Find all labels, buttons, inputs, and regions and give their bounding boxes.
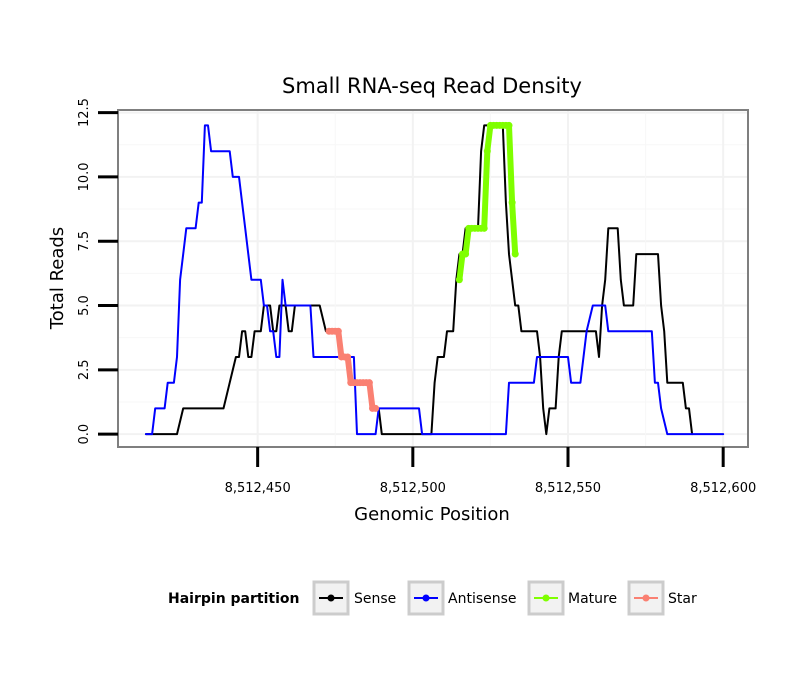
legend-item-antisense: Antisense [407, 580, 517, 616]
mature-point-8 [480, 224, 488, 232]
legend-label-antisense: Antisense [448, 591, 517, 607]
x-axis: 8,512,450 8,512,500 8,512,550 8,512,600 [225, 447, 756, 496]
x-tick-label-3: 8,512,600 [690, 481, 756, 496]
legend-key-dot-antisense [422, 594, 430, 602]
grid-lines [119, 111, 747, 446]
plot-panel [117, 109, 749, 448]
mature-point-2 [462, 250, 470, 258]
legend: Hairpin partition Sense Antisense Mature St… [168, 580, 697, 616]
legend-item-star: Star [627, 580, 697, 616]
mature-point-16 [505, 121, 513, 129]
y-tick-label-2: 5.0 [77, 295, 92, 316]
x-axis-title: Genomic Position [354, 504, 510, 525]
star-point-6 [344, 353, 352, 361]
mature-point-18 [511, 250, 519, 258]
x-tick-label-2: 8,512,550 [535, 481, 601, 496]
legend-item-mature: Mature [527, 580, 617, 616]
legend-label-star: Star [668, 591, 697, 607]
series-layer [144, 121, 725, 436]
antisense-series-line [144, 124, 725, 436]
y-axis: 0.0 2.5 5.0 7.5 10.0 12.5 [77, 98, 118, 444]
legend-key-dot-mature [542, 594, 550, 602]
chart-title: Small RNA-seq Read Density [282, 74, 582, 98]
x-tick-label-1: 8,512,500 [380, 481, 446, 496]
legend-item-sense: Sense [312, 580, 396, 616]
legend-label-mature: Mature [568, 591, 617, 607]
y-tick-label-3: 7.5 [77, 231, 92, 252]
y-tick-label-1: 2.5 [77, 359, 92, 380]
legend-label-sense: Sense [354, 591, 396, 607]
legend-title: Hairpin partition [168, 591, 299, 607]
star-point-15 [372, 404, 380, 412]
x-tick-label-0: 8,512,450 [225, 481, 291, 496]
y-tick-label-5: 12.5 [77, 98, 92, 127]
y-tick-label-4: 10.0 [77, 162, 92, 191]
y-axis-title: Total Reads [47, 227, 68, 330]
star-point-3 [334, 327, 342, 335]
legend-key-dot-sense [327, 594, 335, 602]
mature-point-9 [483, 147, 491, 155]
legend-key-dot-star [642, 594, 650, 602]
y-tick-label-0: 0.0 [77, 424, 92, 445]
mature-point-0 [455, 276, 463, 284]
star-point-13 [365, 379, 373, 387]
mature-point-17 [508, 199, 516, 207]
